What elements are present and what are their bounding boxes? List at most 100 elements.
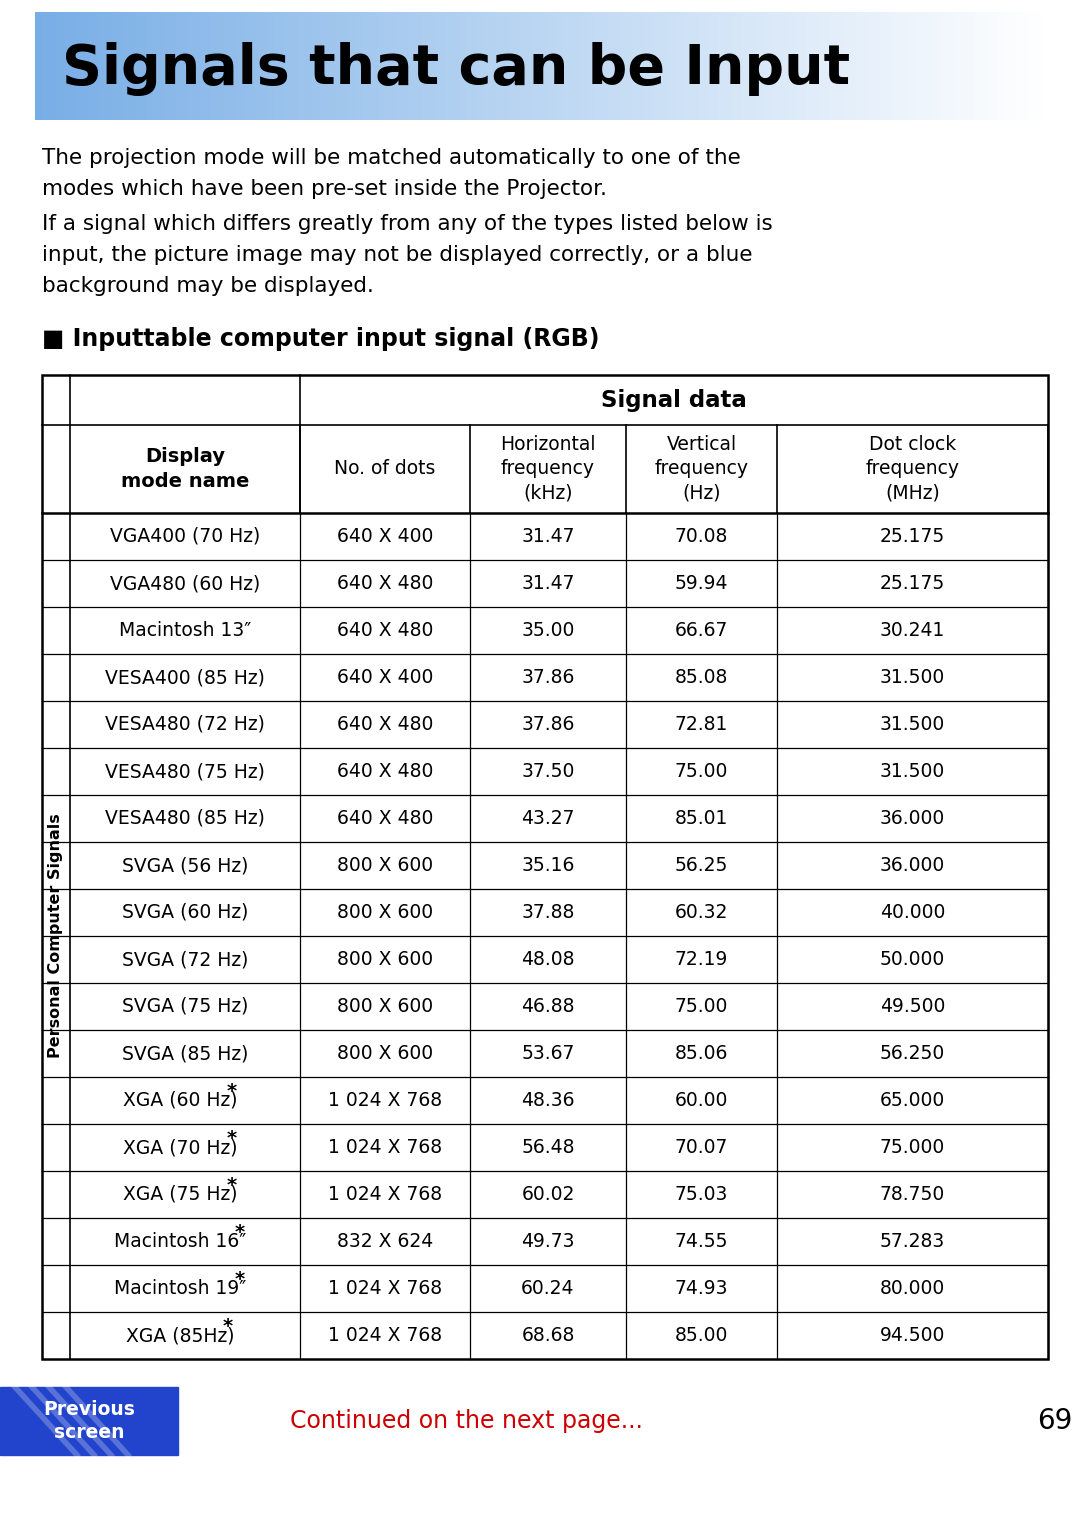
Bar bbox=[143, 12, 148, 119]
Bar bbox=[920, 12, 926, 119]
Text: Macintosh 19″: Macintosh 19″ bbox=[113, 1278, 246, 1298]
Bar bbox=[699, 12, 703, 119]
Bar bbox=[89, 12, 94, 119]
Text: Previous
screen: Previous screen bbox=[43, 1399, 135, 1442]
Bar bbox=[116, 12, 121, 119]
Text: 640 X 480: 640 X 480 bbox=[337, 621, 433, 641]
Text: 37.50: 37.50 bbox=[522, 761, 575, 781]
Text: 37.86: 37.86 bbox=[522, 716, 575, 734]
Bar bbox=[130, 12, 134, 119]
Text: Signal data: Signal data bbox=[602, 388, 747, 411]
Bar bbox=[224, 12, 228, 119]
Bar bbox=[462, 12, 468, 119]
Bar bbox=[877, 12, 881, 119]
Bar bbox=[413, 12, 417, 119]
Bar bbox=[901, 12, 905, 119]
Bar bbox=[355, 12, 360, 119]
Bar bbox=[796, 12, 800, 119]
Bar bbox=[62, 12, 67, 119]
Bar bbox=[443, 12, 447, 119]
Bar bbox=[931, 12, 935, 119]
Text: 78.750: 78.750 bbox=[880, 1185, 945, 1203]
Text: Vertical
frequency
(Hz): Vertical frequency (Hz) bbox=[654, 436, 748, 503]
Bar bbox=[136, 12, 140, 119]
Bar bbox=[372, 12, 377, 119]
Bar bbox=[561, 12, 565, 119]
Bar bbox=[381, 12, 387, 119]
Text: 75.000: 75.000 bbox=[880, 1138, 945, 1157]
Text: 43.27: 43.27 bbox=[522, 809, 575, 829]
Bar bbox=[866, 12, 872, 119]
Bar bbox=[203, 12, 208, 119]
Bar bbox=[281, 12, 285, 119]
Text: Signals that can be Input: Signals that can be Input bbox=[62, 41, 850, 96]
Bar bbox=[510, 12, 514, 119]
Bar bbox=[496, 12, 501, 119]
Bar bbox=[157, 12, 161, 119]
Bar bbox=[486, 12, 491, 119]
Bar bbox=[160, 12, 164, 119]
Bar bbox=[483, 12, 488, 119]
Bar bbox=[1041, 12, 1047, 119]
Bar bbox=[923, 12, 929, 119]
Text: 800 X 600: 800 X 600 bbox=[337, 950, 433, 969]
Text: 74.55: 74.55 bbox=[675, 1232, 728, 1251]
Bar bbox=[762, 12, 767, 119]
Bar bbox=[597, 12, 603, 119]
Bar bbox=[702, 12, 706, 119]
Bar bbox=[214, 12, 218, 119]
Bar bbox=[869, 12, 875, 119]
Bar bbox=[85, 12, 91, 119]
Text: 31.500: 31.500 bbox=[880, 668, 945, 687]
Bar bbox=[664, 12, 670, 119]
Bar bbox=[941, 12, 945, 119]
Text: *: * bbox=[227, 1176, 237, 1196]
Bar bbox=[324, 12, 329, 119]
Bar bbox=[1028, 12, 1034, 119]
Text: 1 024 X 768: 1 024 X 768 bbox=[328, 1185, 442, 1203]
Bar bbox=[435, 12, 441, 119]
Text: modes which have been pre-set inside the Projector.: modes which have been pre-set inside the… bbox=[42, 179, 607, 199]
Bar bbox=[39, 12, 43, 119]
Text: 85.01: 85.01 bbox=[675, 809, 728, 829]
Bar bbox=[591, 12, 595, 119]
Bar bbox=[786, 12, 791, 119]
Bar bbox=[332, 12, 336, 119]
Bar bbox=[618, 12, 622, 119]
Bar bbox=[449, 12, 454, 119]
Bar bbox=[278, 12, 282, 119]
Text: Dot clock
frequency
(MHz): Dot clock frequency (MHz) bbox=[865, 436, 959, 503]
Bar bbox=[106, 12, 110, 119]
Bar bbox=[658, 12, 663, 119]
Bar bbox=[42, 12, 46, 119]
Bar bbox=[896, 12, 902, 119]
Text: 640 X 480: 640 X 480 bbox=[337, 809, 433, 829]
Bar bbox=[607, 12, 612, 119]
Bar bbox=[311, 12, 316, 119]
Text: 72.19: 72.19 bbox=[675, 950, 728, 969]
Text: *: * bbox=[227, 1128, 237, 1148]
Bar bbox=[631, 12, 636, 119]
Bar bbox=[287, 12, 293, 119]
Bar bbox=[880, 12, 885, 119]
Bar bbox=[220, 12, 225, 119]
Bar bbox=[465, 12, 471, 119]
Bar bbox=[893, 12, 899, 119]
Bar bbox=[260, 12, 266, 119]
Bar bbox=[456, 12, 461, 119]
Bar bbox=[600, 12, 606, 119]
Text: Personal Computer Signals: Personal Computer Signals bbox=[49, 813, 64, 1058]
Text: 60.02: 60.02 bbox=[522, 1185, 575, 1203]
Text: 75.03: 75.03 bbox=[675, 1185, 728, 1203]
Bar bbox=[802, 12, 808, 119]
Bar bbox=[672, 12, 676, 119]
Bar bbox=[1018, 12, 1023, 119]
Bar bbox=[119, 12, 124, 119]
Bar bbox=[359, 12, 363, 119]
Text: input, the picture image may not be displayed correctly, or a blue: input, the picture image may not be disp… bbox=[42, 245, 753, 265]
Bar bbox=[79, 12, 83, 119]
Bar bbox=[634, 12, 639, 119]
Text: ■ Inputtable computer input signal (RGB): ■ Inputtable computer input signal (RGB) bbox=[42, 327, 599, 352]
Bar bbox=[745, 12, 751, 119]
Bar bbox=[715, 12, 720, 119]
